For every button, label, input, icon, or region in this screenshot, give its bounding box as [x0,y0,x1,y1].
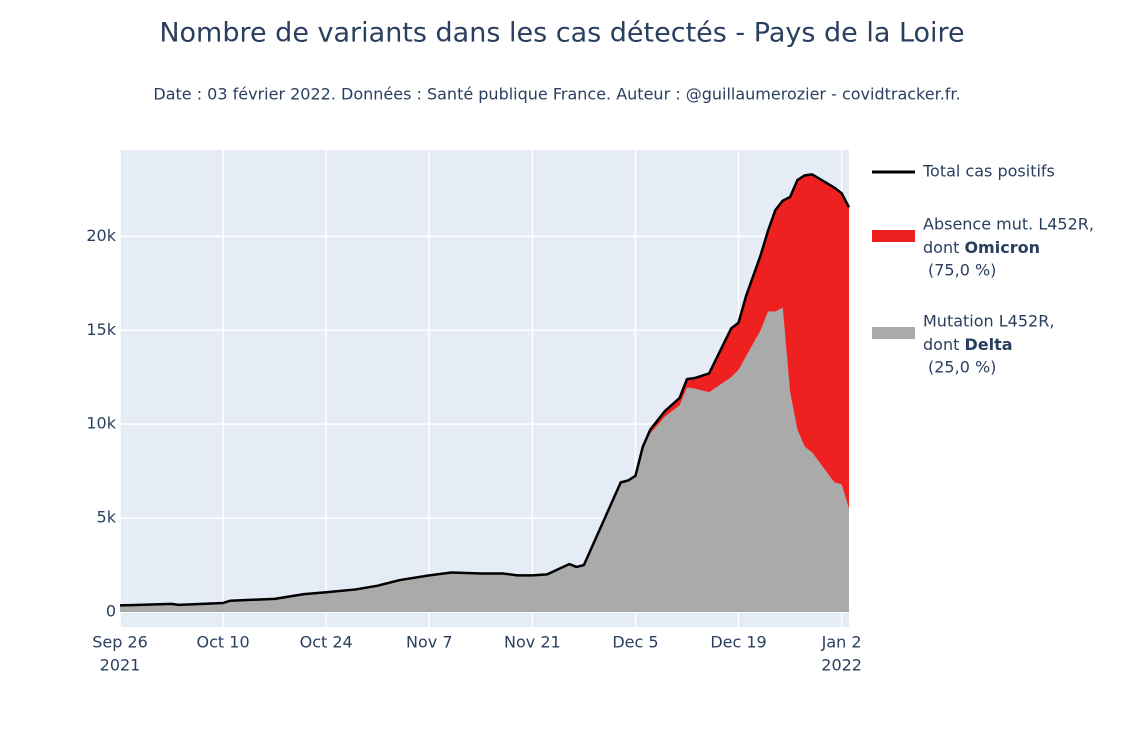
y-tick-label: 10k [86,414,116,433]
y-tick-label: 15k [86,320,116,339]
y-tick-label: 5k [97,508,117,527]
area [120,307,849,612]
legend-item: Total cas positifs [872,162,1055,181]
legend-label: Mutation L452R, [923,312,1054,331]
legend-label: Absence mut. L452R, [923,215,1094,234]
legend-label: dont Delta [923,335,1013,354]
x-tick-label: Sep 26 [92,633,148,652]
x-tick-label: 2021 [100,656,141,675]
legend-label: (25,0 %) [928,358,996,377]
x-tick-label: Dec 19 [710,633,766,652]
y-tick-label: 20k [86,226,116,245]
legend-label: Total cas positifs [922,162,1055,181]
legend-label: (75,0 %) [928,261,996,280]
x-tick-label: Oct 10 [197,633,250,652]
total-line [119,173,851,607]
x-tick-label: Oct 24 [300,633,353,652]
chart-subtitle: Date : 03 février 2022. Données : Santé … [153,85,960,104]
legend-swatch [872,230,915,242]
legend-item: Mutation L452R, dont Delta (25,0 %) [872,312,1054,377]
x-tick-label: Dec 5 [612,633,658,652]
x-tick-label: Nov 7 [406,633,453,652]
x-tick-label: 2022 [821,656,862,675]
area [120,174,849,606]
legend-text: dont [923,335,964,354]
chart-title: Nombre de variants dans les cas détectés… [159,18,964,49]
x-tick-label: Jan 2 [821,633,862,652]
legend-item: Absence mut. L452R, dont Omicron (75,0 %) [872,215,1094,280]
legend-text: dont [923,238,964,257]
legend-emphasis: Delta [964,335,1012,354]
y-tick-label: 0 [106,601,116,620]
legend-swatch [872,327,915,339]
legend-label: dont Omicron [923,238,1040,257]
x-tick-label: Nov 21 [504,633,561,652]
legend-emphasis: Omicron [964,238,1040,257]
